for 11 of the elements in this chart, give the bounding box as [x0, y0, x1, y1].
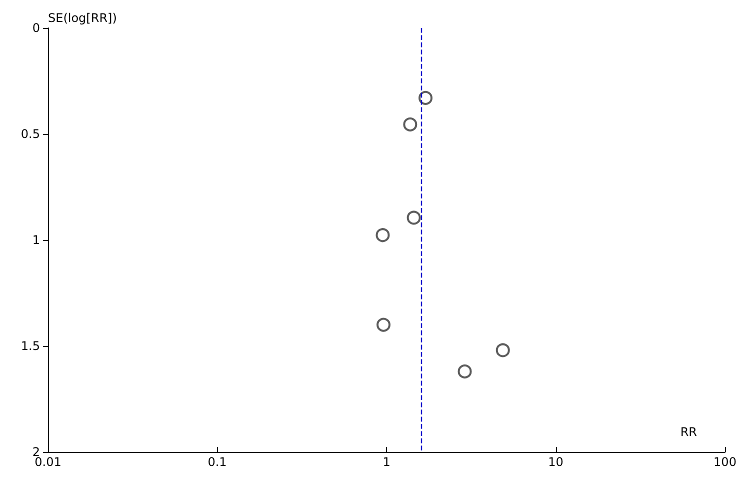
- y-tick-label: 0.5: [20, 127, 40, 141]
- x-axis-title: RR: [680, 425, 697, 439]
- x-tick-label: 0.01: [34, 455, 62, 469]
- x-tick-label: 0.1: [208, 455, 227, 469]
- x-tick-label: 100: [714, 455, 736, 469]
- x-tick-label: 10: [548, 455, 564, 469]
- y-tick-label: 0: [32, 21, 40, 35]
- y-axis-title: SE(log[RR]): [48, 11, 117, 25]
- x-tick-label: 1: [382, 455, 390, 469]
- y-tick-label: 1.5: [20, 339, 40, 353]
- y-tick-label: 1: [32, 233, 40, 247]
